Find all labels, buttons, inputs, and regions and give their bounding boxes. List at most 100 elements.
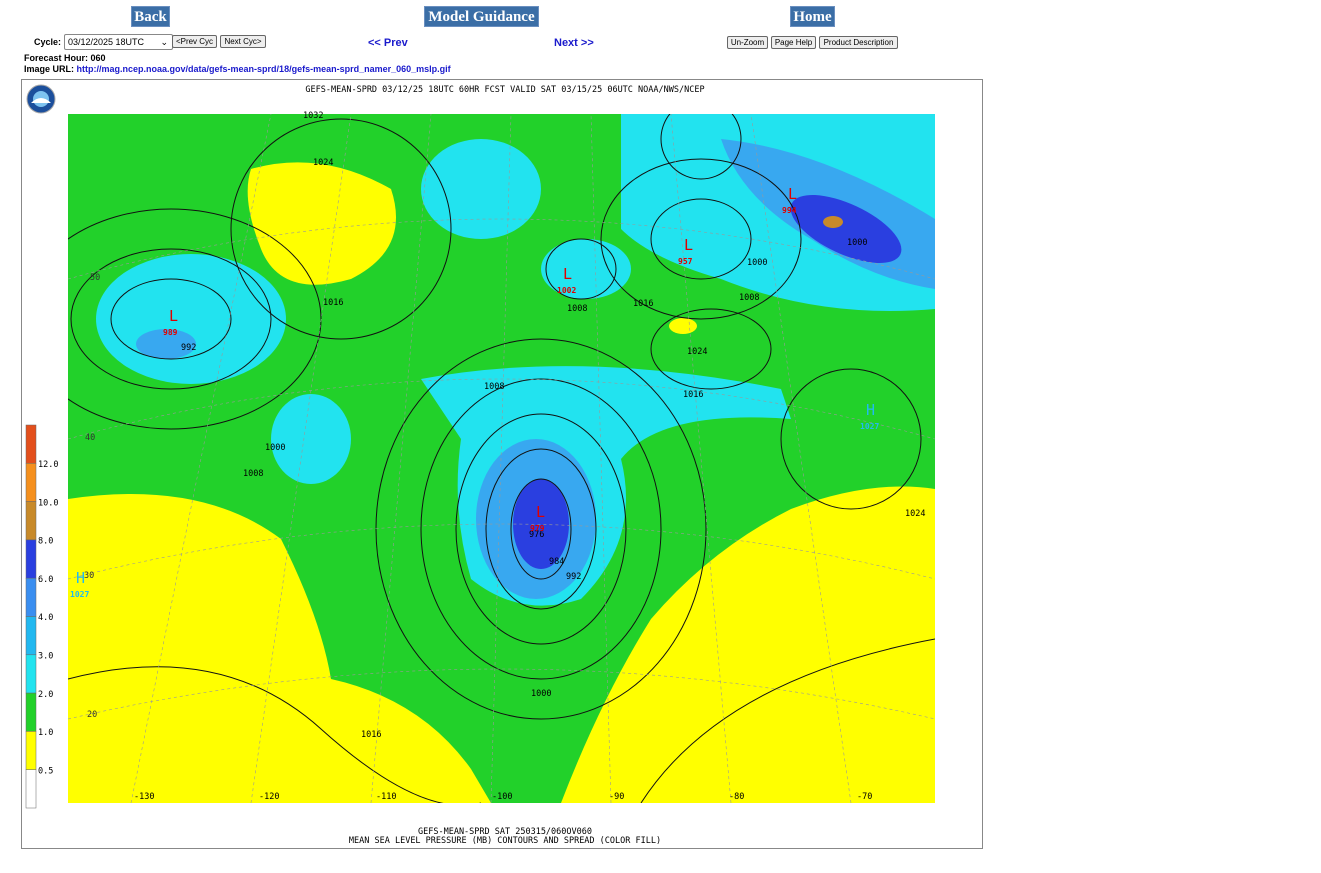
- pressure-center-symbol: H: [76, 569, 85, 587]
- latitude-label: 40: [85, 433, 95, 443]
- dropdown-arrow: ⌄: [160, 37, 168, 47]
- image-url-link[interactable]: http://mag.ncep.noaa.gov/data/gefs-mean-…: [76, 64, 451, 74]
- image-url: Image URL: http://mag.ncep.noaa.gov/data…: [24, 64, 451, 74]
- spread-fill: [541, 239, 631, 299]
- contour-label: 1024: [687, 347, 707, 357]
- contour-label: 1000: [265, 443, 285, 453]
- pressure-center-symbol: L: [788, 185, 797, 203]
- noaa-logo: [26, 84, 56, 114]
- home-button[interactable]: Home: [790, 6, 835, 27]
- map-title: GEFS-MEAN-SPRD 03/12/25 18UTC 60HR FCST …: [305, 85, 704, 95]
- contour-label: 984: [549, 557, 564, 567]
- colorbar-label: 3.0: [38, 652, 53, 662]
- spread-fill: [247, 162, 396, 285]
- colorbar-label: 6.0: [38, 575, 53, 585]
- contour-label: 1016: [361, 730, 381, 740]
- cycle-select[interactable]: 03/12/2025 18UTC ⌄: [64, 34, 173, 50]
- longitude-label: -90: [609, 792, 624, 802]
- longitude-label: -120: [259, 792, 279, 802]
- pressure-center-value: 957: [678, 257, 693, 266]
- longitude-label: -70: [857, 792, 872, 802]
- spread-fill: [136, 329, 196, 359]
- pressure-center-value: 979: [530, 524, 545, 533]
- contour-label: 1000: [531, 689, 551, 699]
- prev-link[interactable]: << Prev: [368, 37, 408, 49]
- map-footer: GEFS-MEAN-SPRD SAT 250315/060OV060: [418, 827, 592, 837]
- colorbar-segment: [25, 539, 37, 579]
- colorbar-segment: [25, 731, 37, 770]
- next-cycle-button[interactable]: Next Cyc>: [220, 35, 266, 48]
- contour-label: 1008: [739, 293, 759, 303]
- colorbar-segment: [25, 577, 37, 617]
- unzoom-button[interactable]: Un-Zoom: [727, 36, 768, 49]
- map-area: [68, 114, 935, 803]
- longitude-label: -100: [492, 792, 512, 802]
- colorbar-segment: [25, 424, 37, 464]
- contour-label: 1024: [905, 509, 925, 519]
- colorbar-segment: [25, 463, 37, 502]
- pressure-center-value: 989: [163, 328, 178, 337]
- latitude-label: 20: [87, 710, 97, 720]
- spread-fill: [421, 139, 541, 239]
- contour-label: 1000: [847, 238, 867, 248]
- longitude-label: -130: [134, 792, 154, 802]
- spread-fill: [513, 479, 569, 569]
- spread-fill: [561, 486, 935, 803]
- contour-label: 1016: [633, 299, 653, 309]
- contour-label: 992: [181, 343, 196, 353]
- spread-fill: [271, 394, 351, 484]
- forecast-hour: Forecast Hour: 060: [24, 53, 106, 63]
- colorbar-label: 2.0: [38, 690, 53, 700]
- contour-label: 1008: [567, 304, 587, 314]
- map-image: GEFS-MEAN-SPRD 03/12/25 18UTC 60HR FCST …: [21, 79, 983, 849]
- contour-label: 1016: [323, 298, 343, 308]
- colorbar-label: 1.0: [38, 728, 53, 738]
- pressure-center-value: 1027: [860, 422, 879, 431]
- contours: [68, 114, 935, 803]
- colorbar-label: 8.0: [38, 537, 53, 547]
- back-button[interactable]: Back: [131, 6, 170, 27]
- spread-fill: [823, 216, 843, 228]
- colorbar-label: 12.0: [38, 460, 58, 470]
- graticule: [68, 114, 935, 803]
- longitude-label: -80: [729, 792, 744, 802]
- colorbar-segment: [25, 692, 37, 732]
- pressure-center-value: 1002: [557, 286, 576, 295]
- pressure-center-value: 1027: [70, 590, 89, 599]
- pressure-center-symbol: L: [169, 307, 178, 325]
- contour-label: 1024: [313, 158, 333, 168]
- latitude-label: 50: [90, 273, 100, 283]
- colorbar-label: 0.5: [38, 766, 53, 776]
- next-link[interactable]: Next >>: [554, 37, 594, 49]
- map-footer: MEAN SEA LEVEL PRESSURE (MB) CONTOURS AN…: [349, 836, 661, 846]
- colorbar-segment: [25, 769, 37, 809]
- longitude-label: -110: [376, 792, 396, 802]
- contour-label: 1032: [303, 111, 323, 121]
- colorbar-label: 4.0: [38, 613, 53, 623]
- pressure-center-symbol: L: [536, 503, 545, 521]
- prev-cycle-button[interactable]: <Prev Cyc: [172, 35, 217, 48]
- pressure-center-value: 994: [782, 206, 797, 215]
- colorbar-label: 10.0: [38, 498, 58, 508]
- colorbar-segment: [25, 654, 37, 694]
- page-help-button[interactable]: Page Help: [771, 36, 816, 49]
- spread-fill: [96, 254, 286, 384]
- spread-fill: [68, 494, 491, 803]
- product-description-button[interactable]: Product Description: [819, 36, 898, 49]
- contour-label: 1016: [683, 390, 703, 400]
- pressure-center-symbol: L: [563, 265, 572, 283]
- forecast-hour-label: Forecast Hour:: [24, 53, 89, 63]
- spread-fill: [790, 194, 902, 264]
- latitude-label: 30: [84, 571, 94, 581]
- colorbar-segment: [25, 616, 37, 656]
- image-url-label: Image URL:: [24, 64, 75, 74]
- contour-label: 1000: [747, 258, 767, 268]
- colorbar: 12.0 10.0 8.0 6.0 4.0 3.0 2.0 1.0 0.5: [25, 424, 58, 809]
- cycle-value: 03/12/2025 18UTC: [68, 37, 145, 47]
- model-guidance-button[interactable]: Model Guidance: [424, 6, 539, 27]
- forecast-hour-value: 060: [90, 53, 106, 63]
- contour-label: 992: [566, 572, 581, 582]
- pressure-center-symbol: H: [866, 401, 875, 419]
- contour-label: 1008: [243, 469, 263, 479]
